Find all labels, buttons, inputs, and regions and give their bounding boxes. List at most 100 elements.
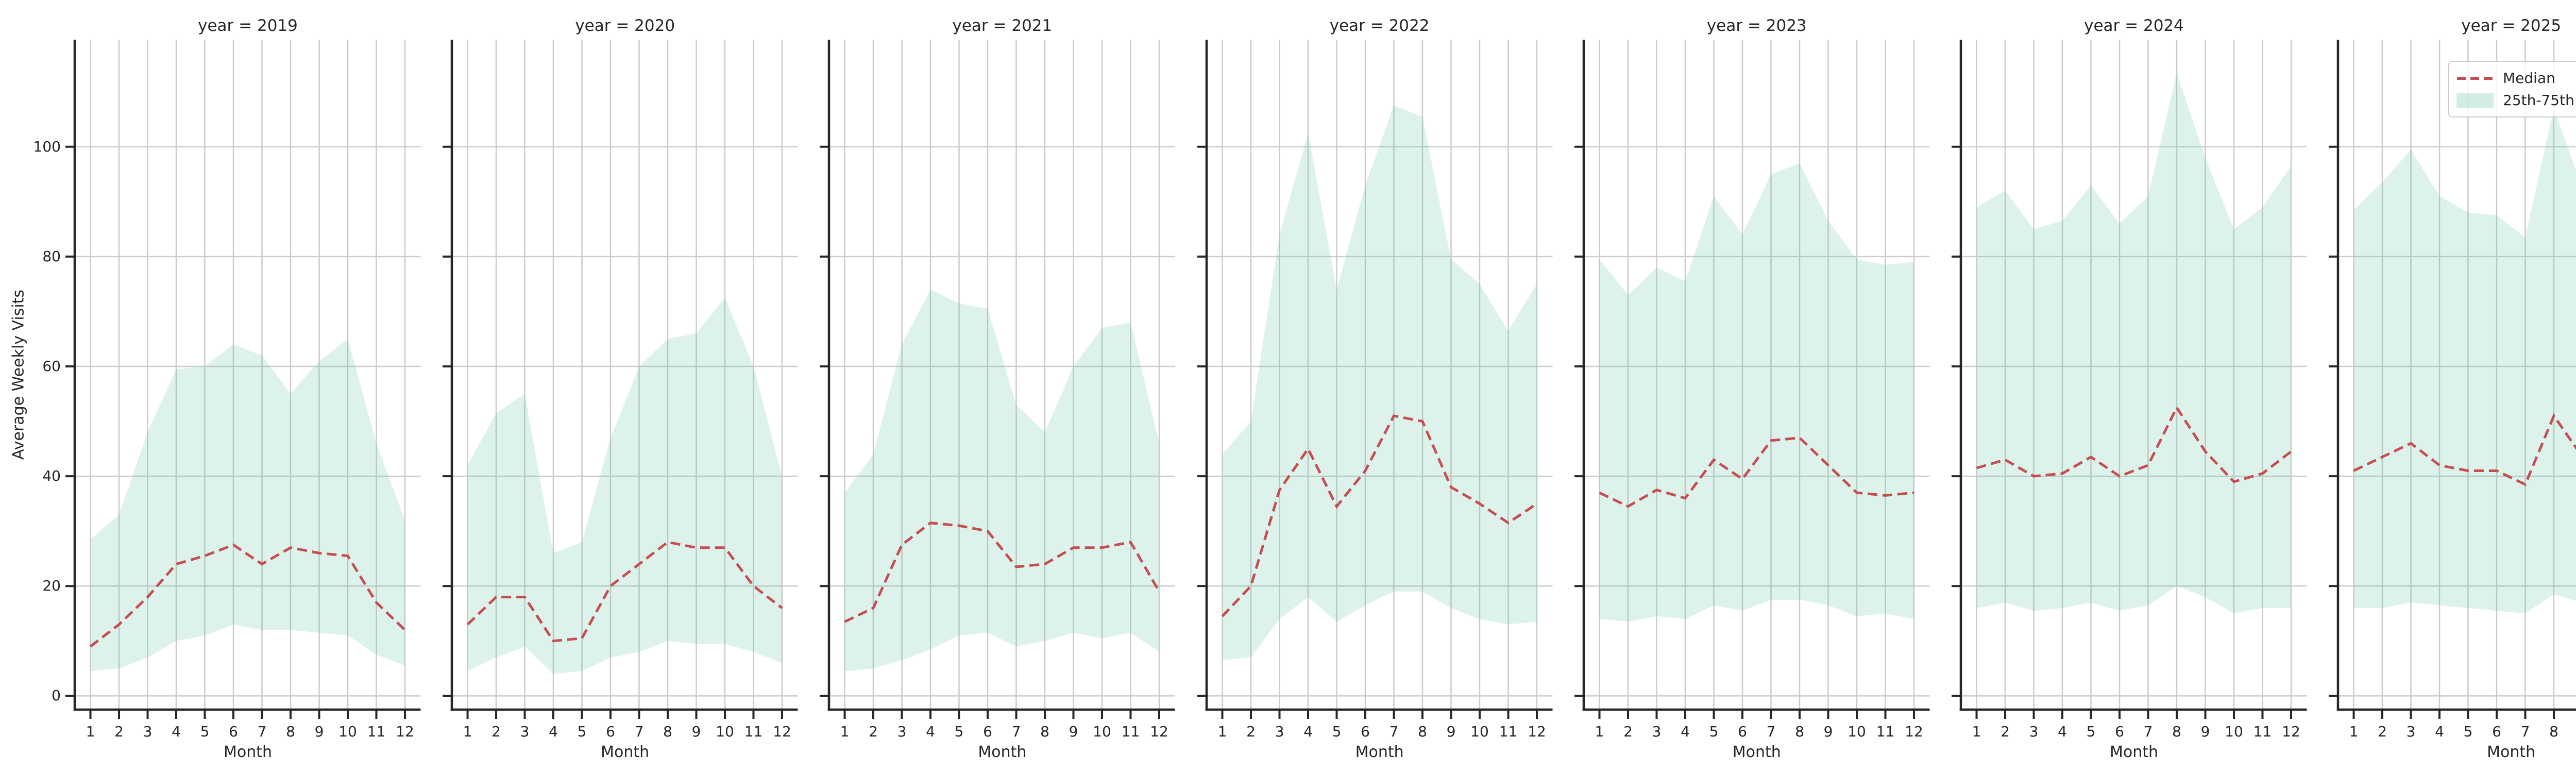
facet-plot-2019: 1 2 3 4 5 6 7 8 9 10 11 12: [65, 40, 421, 740]
x-tick-label: 8: [1040, 723, 1049, 740]
x-tick-label: 3: [1275, 723, 1284, 740]
x-tick-label: 12: [1528, 723, 1546, 740]
facet-title-2019: year = 2019: [198, 16, 298, 35]
x-tick-label: 9: [1446, 723, 1455, 740]
x-tick-label: 8: [2172, 723, 2181, 740]
facet-title-2022: year = 2022: [1329, 16, 1430, 35]
median-line: [1976, 405, 2292, 483]
x-tick-label: 1: [840, 723, 850, 740]
y-tick-label: 60: [42, 358, 61, 375]
x-tick-label: 6: [229, 723, 238, 740]
x-tick-label: 1: [1972, 723, 1981, 740]
x-tick-label: 1: [1595, 723, 1604, 740]
facet-2019: 1 2 3 4 5 6 7 8 9 10 11 12 year = 2019 Month: [54, 0, 456, 773]
gridlines: [829, 40, 1175, 710]
x-tick-label: 7: [1012, 723, 1021, 740]
x-tick-label: 6: [983, 723, 992, 740]
x-tick-label: 11: [2253, 723, 2272, 740]
legend-label-percentile-band: 25th-75th Percentile: [2503, 92, 2576, 109]
x-tick-label: 2: [2001, 723, 2010, 740]
x-tick-label: 7: [258, 723, 267, 740]
percentile-band: [467, 297, 783, 674]
x-tick-label: 10: [716, 723, 734, 740]
x-tick-label: 11: [1122, 723, 1140, 740]
facet-2022: 1 2 3 4 5 6 7 8 9 10 11 12 year = 2022 Month: [1186, 0, 1588, 773]
median-line: [1221, 414, 1537, 617]
gridlines: [1583, 40, 1930, 710]
percentile-band: [1222, 105, 1537, 661]
percentile-band: [2353, 108, 2576, 614]
y-tick-label: 80: [42, 247, 61, 265]
x-tick-label: 4: [2058, 723, 2067, 740]
facet-plot-2024: 1 2 3 4 5 6 7 8 9 10 11 12: [1952, 40, 2307, 740]
x-tick-label: 8: [286, 723, 295, 740]
x-tick-label: 3: [897, 723, 907, 740]
median-line: [466, 541, 783, 643]
x-tick-label: 4: [926, 723, 935, 740]
tick-marks: [2329, 145, 2555, 719]
median-line: [844, 522, 1161, 623]
x-tick-label: 3: [1652, 723, 1661, 740]
x-tick-label: 10: [1848, 723, 1866, 740]
x-tick-label: 2: [492, 723, 501, 740]
x-tick-label: 5: [1709, 723, 1718, 740]
x-tick-label: 8: [2549, 723, 2558, 740]
x-tick-label: 6: [1361, 723, 1370, 740]
x-tick-label: 12: [2282, 723, 2300, 740]
x-tick-label: 5: [955, 723, 964, 740]
median-line-sample: [2457, 76, 2493, 80]
percentile-band: [1599, 163, 1914, 622]
x-tick-label: 11: [367, 723, 386, 740]
x-tick-label: 1: [463, 723, 472, 740]
facet-title-2024: year = 2024: [2084, 16, 2184, 35]
facet-2024: 1 2 3 4 5 6 7 8 9 10 11 12 year = 2024 Month: [1940, 0, 2342, 773]
x-tick-label: 10: [1093, 723, 1112, 740]
legend-label-median: Median: [2503, 70, 2555, 87]
y-tick-label: 40: [42, 467, 61, 485]
facet-2020: 1 2 3 4 5 6 7 8 9 10 11 12 year = 2020 Month: [431, 0, 833, 773]
tick-marks: [65, 145, 406, 719]
tick-marks: [443, 145, 784, 719]
y-tick-label: 20: [42, 577, 61, 595]
x-tick-label: 9: [315, 723, 324, 740]
x-axis-label: Month: [2109, 743, 2159, 761]
x-tick-label: 2: [1246, 723, 1256, 740]
median-line: [2353, 413, 2576, 486]
x-tick-label: 7: [2144, 723, 2153, 740]
x-tick-label: 8: [663, 723, 672, 740]
x-tick-label: 9: [1823, 723, 1833, 740]
median-line: [89, 543, 406, 648]
x-tick-label: 11: [1499, 723, 1517, 740]
x-tick-label: 4: [2435, 723, 2444, 740]
x-tick-label: 5: [2464, 723, 2473, 740]
x-tick-label: 1: [86, 723, 95, 740]
x-tick-label: 2: [114, 723, 124, 740]
x-tick-label: 3: [143, 723, 152, 740]
x-tick-label: 1: [1217, 723, 1227, 740]
x-tick-label: 6: [606, 723, 615, 740]
facet-plot-2022: 1 2 3 4 5 6 7 8 9 10 11 12: [1197, 40, 1553, 740]
x-tick-label: 3: [2406, 723, 2416, 740]
x-axis-label: Month: [601, 743, 650, 761]
x-tick-label: 5: [200, 723, 210, 740]
x-tick-label: 4: [549, 723, 558, 740]
facet-plot-2021: 1 2 3 4 5 6 7 8 9 10 11 12: [820, 40, 1175, 740]
x-tick-label: 9: [1069, 723, 1078, 740]
gridlines: [452, 40, 798, 710]
percentile-band: [844, 289, 1160, 671]
facet-title-2021: year = 2021: [952, 16, 1053, 35]
facet-title-2020: year = 2020: [575, 16, 675, 35]
percentile-band: [90, 339, 405, 671]
x-tick-label: 5: [2087, 723, 2096, 740]
gridlines: [2338, 40, 2576, 710]
x-tick-label: 5: [1332, 723, 1341, 740]
